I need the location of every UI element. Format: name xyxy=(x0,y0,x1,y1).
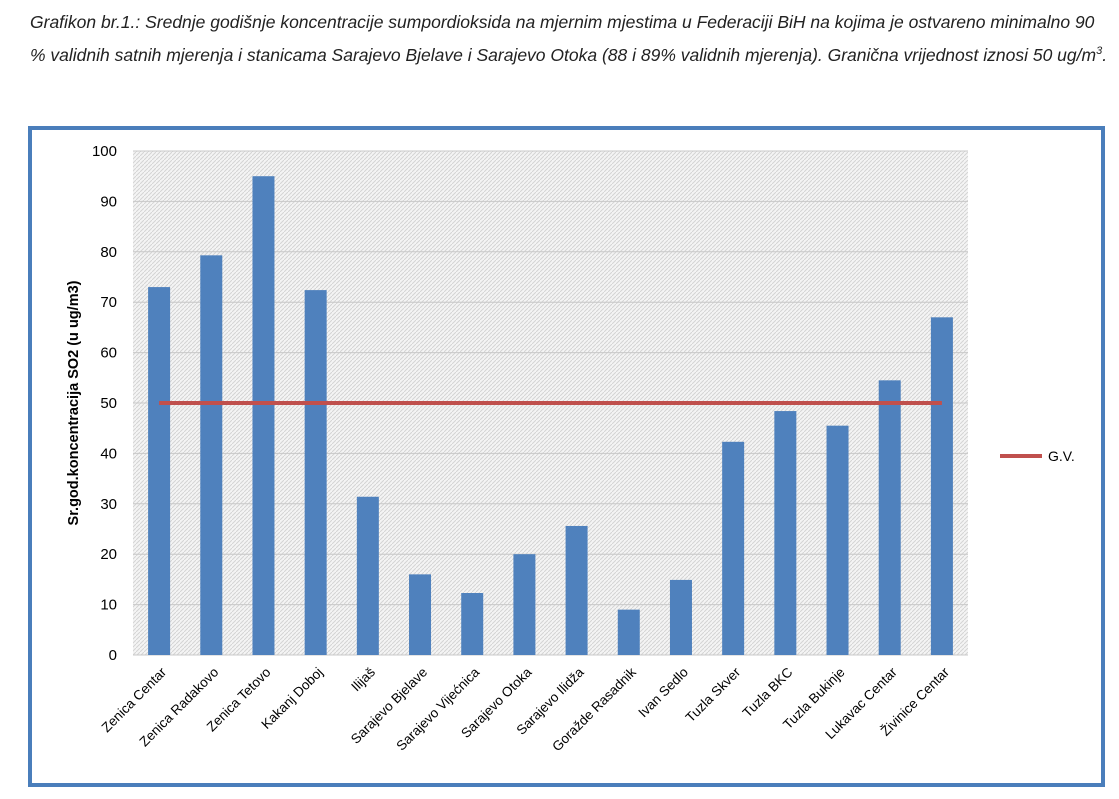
bar xyxy=(409,574,432,655)
bar xyxy=(148,287,171,655)
caption-text: Grafikon br.1.: Srednje godišnje koncent… xyxy=(30,12,1097,65)
y-tick-label: 0 xyxy=(109,647,117,664)
bar xyxy=(617,609,640,655)
bar xyxy=(252,176,275,655)
y-tick-label: 80 xyxy=(100,244,117,261)
legend-label: G.V. xyxy=(1048,448,1075,464)
caption-sup: 3 xyxy=(1096,45,1103,57)
caption-end: . xyxy=(1102,44,1108,65)
bar xyxy=(461,593,484,655)
y-tick-label: 50 xyxy=(100,395,117,412)
y-tick-label: 20 xyxy=(100,546,117,563)
y-tick-label: 70 xyxy=(100,294,117,311)
bar xyxy=(669,579,692,655)
bar xyxy=(722,441,745,655)
bar xyxy=(930,317,953,655)
y-tick-label: 100 xyxy=(92,143,117,160)
y-tick-label: 90 xyxy=(100,193,117,210)
bar xyxy=(513,554,536,655)
bar xyxy=(200,255,223,655)
y-tick-label: 60 xyxy=(100,345,117,362)
y-tick-label: 10 xyxy=(100,597,117,614)
bar xyxy=(565,525,588,655)
caption: Grafikon br.1.: Srednje godišnje koncent… xyxy=(30,8,1110,70)
bar xyxy=(774,411,797,655)
bar xyxy=(826,425,849,655)
bar xyxy=(878,380,901,655)
y-tick-label: 30 xyxy=(100,496,117,513)
y-axis-label: Sr.god.koncentracija SO2 (u ug/m3) xyxy=(66,280,82,525)
y-tick-label: 40 xyxy=(100,445,117,462)
bar xyxy=(304,290,327,655)
bar xyxy=(356,496,379,655)
